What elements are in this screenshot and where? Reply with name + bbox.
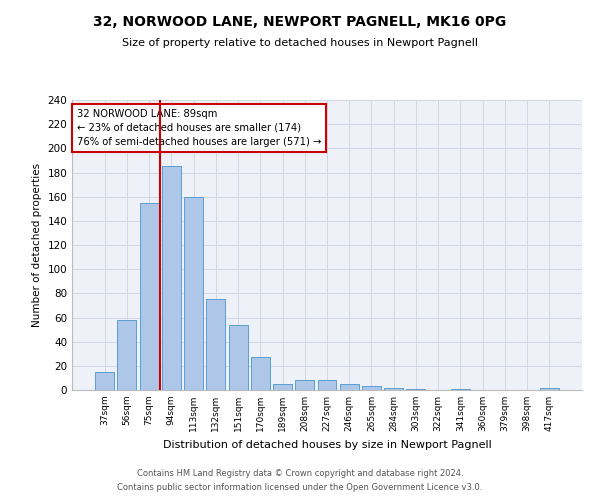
- Bar: [95, 372, 114, 390]
- Bar: [340, 384, 359, 390]
- Bar: [229, 325, 248, 390]
- Bar: [540, 388, 559, 390]
- Bar: [384, 388, 403, 390]
- Bar: [184, 196, 203, 390]
- Bar: [140, 202, 158, 390]
- Bar: [295, 380, 314, 390]
- Bar: [317, 380, 337, 390]
- Bar: [406, 389, 425, 390]
- Bar: [273, 384, 292, 390]
- Y-axis label: Number of detached properties: Number of detached properties: [32, 163, 42, 327]
- Bar: [251, 358, 270, 390]
- X-axis label: Distribution of detached houses by size in Newport Pagnell: Distribution of detached houses by size …: [163, 440, 491, 450]
- Bar: [206, 300, 225, 390]
- Text: Size of property relative to detached houses in Newport Pagnell: Size of property relative to detached ho…: [122, 38, 478, 48]
- Bar: [162, 166, 181, 390]
- Bar: [451, 389, 470, 390]
- Text: 32, NORWOOD LANE, NEWPORT PAGNELL, MK16 0PG: 32, NORWOOD LANE, NEWPORT PAGNELL, MK16 …: [94, 15, 506, 29]
- Text: 32 NORWOOD LANE: 89sqm
← 23% of detached houses are smaller (174)
76% of semi-de: 32 NORWOOD LANE: 89sqm ← 23% of detached…: [77, 108, 322, 146]
- Text: Contains public sector information licensed under the Open Government Licence v3: Contains public sector information licen…: [118, 484, 482, 492]
- Bar: [362, 386, 381, 390]
- Bar: [118, 320, 136, 390]
- Text: Contains HM Land Registry data © Crown copyright and database right 2024.: Contains HM Land Registry data © Crown c…: [137, 468, 463, 477]
